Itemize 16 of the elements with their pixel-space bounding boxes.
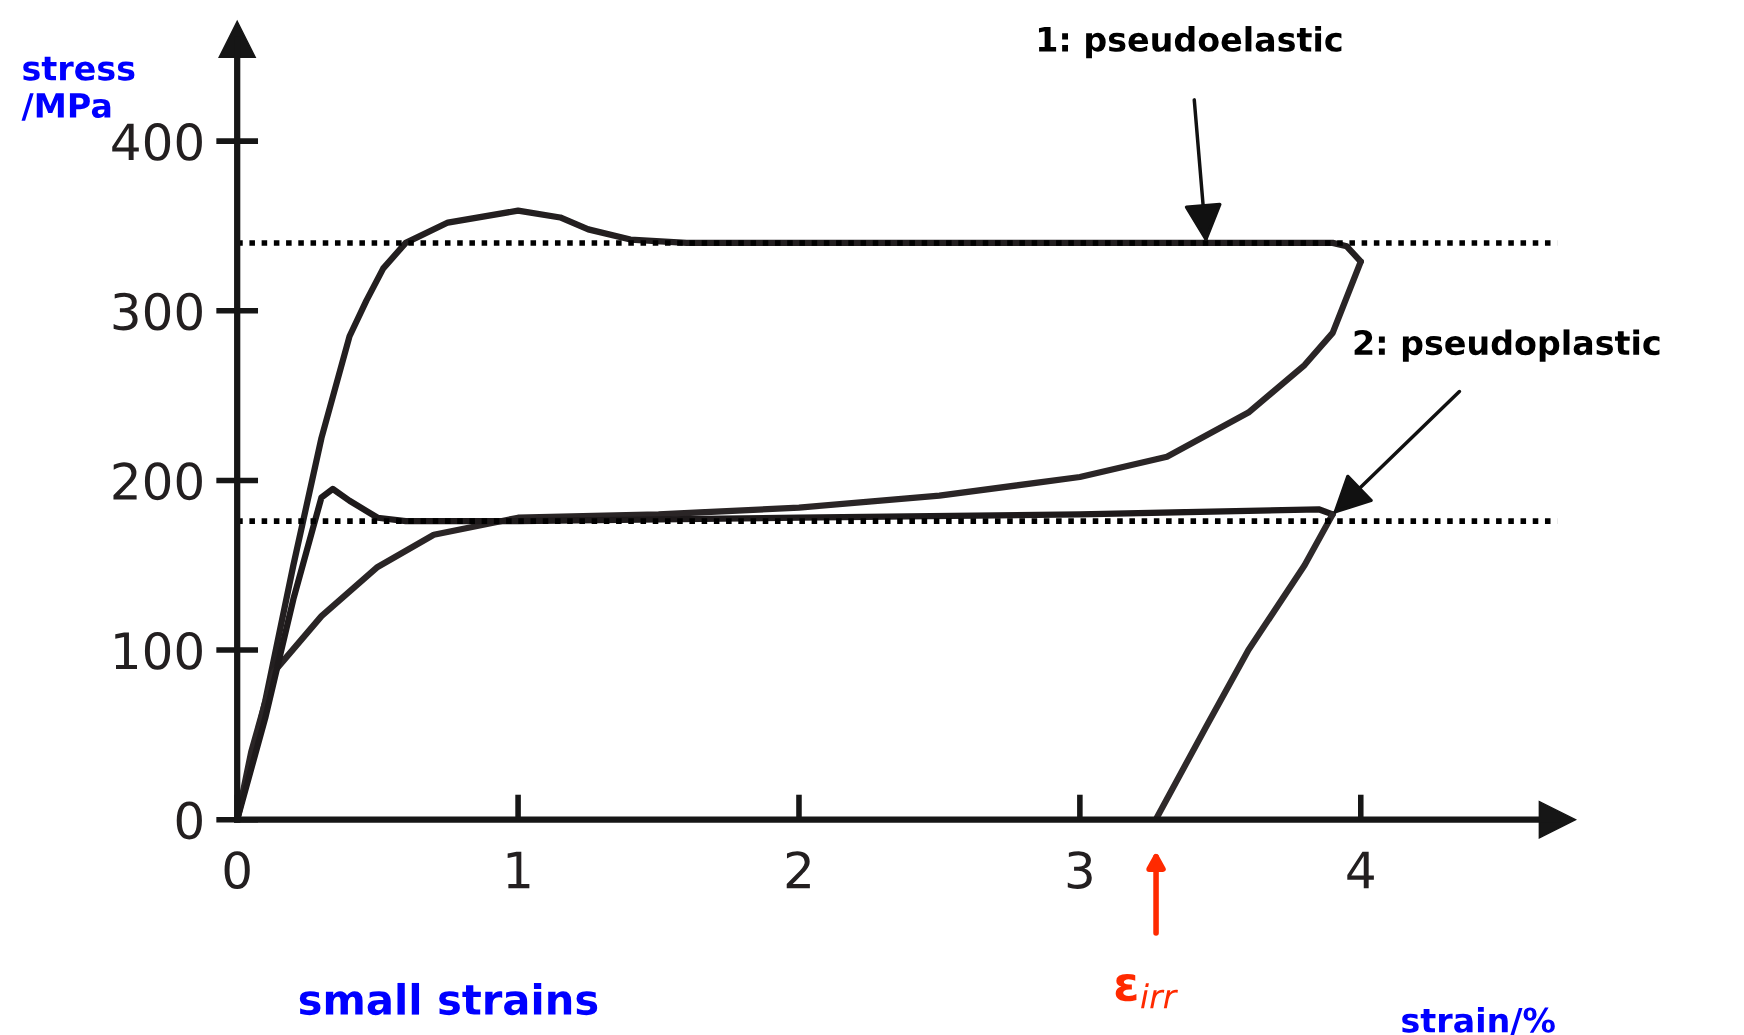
text: small strains — [299, 982, 598, 1016]
y-axis-title: stress /MPa — [21, 56, 135, 121]
x-tick-label: 2 — [786, 851, 810, 889]
x-axis-title: strain/% — [1402, 1007, 1555, 1035]
y-tick-label: 0 — [176, 801, 202, 840]
x-tick-label: 0 — [224, 851, 250, 889]
y-tick-label: 100 — [115, 631, 202, 670]
x-tick-label: 4 — [1347, 851, 1374, 889]
y-tick-label: 400 — [112, 123, 202, 161]
annotation: 2: pseudoplastic — [1354, 329, 1660, 362]
y-tick-label: 300 — [113, 292, 202, 331]
text: ε$_{irr}$ — [1115, 974, 1178, 1009]
x-tick-label: 1 — [507, 851, 530, 889]
x-tick-label: 3 — [1067, 851, 1092, 889]
y-tick-label: 200 — [113, 462, 202, 501]
annotation: 1: pseudoelastic — [1038, 26, 1342, 59]
